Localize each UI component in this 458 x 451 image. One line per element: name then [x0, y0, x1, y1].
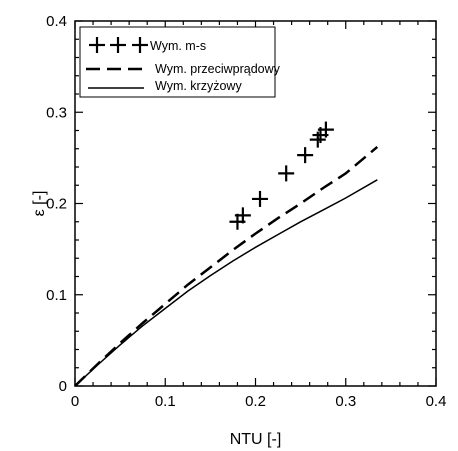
legend-label-wym-m-s: Wym. m-s — [150, 39, 206, 53]
tick-labels: 0 0.1 0.2 0.3 0.4 0 0.1 0.2 0.3 0.4 — [46, 13, 446, 410]
data-point-wym-m-s — [297, 147, 314, 164]
y-axis-label: ε [-] — [31, 191, 48, 217]
y-tick-label: 0.4 — [46, 13, 67, 30]
series-line-przeciwpradowy — [74, 145, 379, 387]
legend-plus-marker — [89, 37, 105, 53]
data-point-wym-m-s — [252, 190, 269, 207]
legend-label-przeciwpradowy: Wym. przeciwprądowy — [155, 62, 281, 76]
axis-ticks — [74, 20, 437, 387]
data-point-wym-m-s — [278, 165, 295, 182]
data-point-wym-m-s — [317, 121, 334, 138]
legend-plus-marker — [132, 37, 148, 53]
y-tick-label: 0 — [59, 378, 67, 395]
x-tick-label: 0.4 — [426, 393, 447, 410]
plot-marks — [74, 121, 379, 387]
legend-plus-marker — [110, 37, 126, 53]
legend: Wym. m-s Wym. przeciwprądowy Wym. krzyżo… — [79, 26, 281, 98]
x-tick-label: 0.1 — [155, 393, 176, 410]
data-point-wym-m-s — [234, 207, 251, 224]
legend-symbol-markers — [89, 37, 148, 53]
x-axis-label: NTU [-] — [230, 431, 282, 448]
y-tick-label: 0.2 — [46, 196, 67, 213]
y-tick-label: 0.3 — [46, 104, 67, 121]
legend-box — [79, 26, 276, 98]
series-line-krzyzowy — [74, 179, 378, 387]
y-tick-label: 0.1 — [46, 287, 67, 304]
x-tick-label: 0 — [71, 393, 79, 410]
legend-label-krzyzowy: Wym. krzyżowy — [155, 79, 242, 93]
x-tick-label: 0.2 — [245, 393, 266, 410]
x-tick-label: 0.3 — [335, 393, 356, 410]
